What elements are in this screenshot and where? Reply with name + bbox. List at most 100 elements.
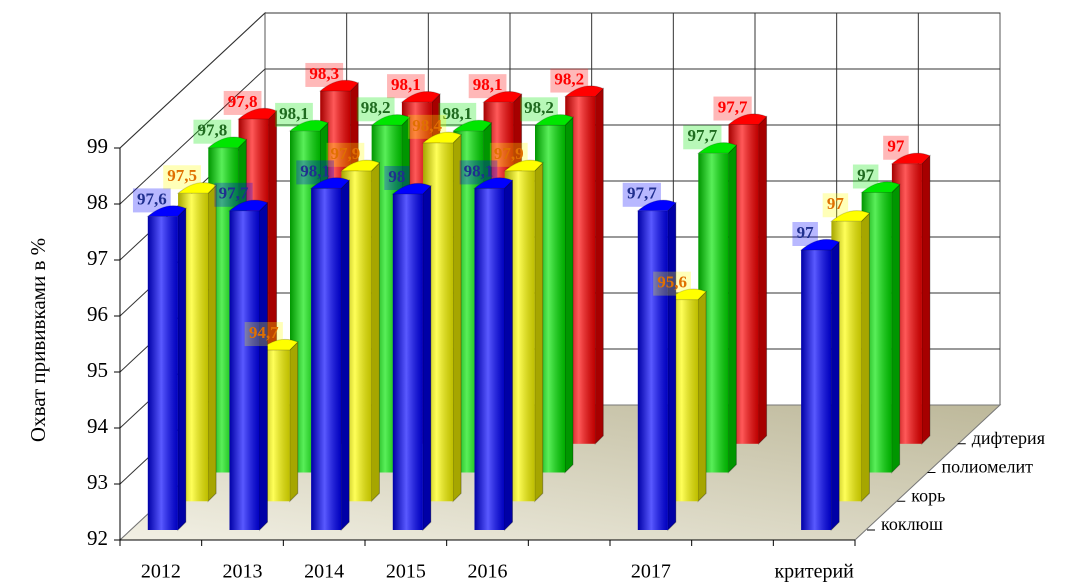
bar-side-shade <box>891 184 900 473</box>
bar-side-shade <box>177 208 186 530</box>
value-label: 97,7 <box>627 184 657 203</box>
value-label-bg <box>193 119 232 144</box>
bar-side-shade <box>341 180 350 530</box>
value-label: 97,8 <box>228 92 258 111</box>
grid-line <box>119 68 266 205</box>
bar-side-shade <box>289 342 298 502</box>
value-label-bg <box>852 164 879 189</box>
bar-top <box>318 79 360 92</box>
y-axis-title: Охват прививками в % <box>26 238 50 442</box>
value-label-bg <box>407 114 447 139</box>
y-tick-label: 95 <box>87 358 108 382</box>
bar-top <box>503 159 544 172</box>
value-label: 98,1 <box>391 75 421 94</box>
bar-shade <box>229 210 260 531</box>
x-tick-label: критерий <box>774 561 854 583</box>
value-label: 97,8 <box>197 121 227 140</box>
bar-top <box>288 119 329 132</box>
value-label: 94,7 <box>249 323 279 342</box>
bar-top <box>237 107 278 120</box>
x-tick-label: 2015 <box>386 561 426 583</box>
value-label: 98,1 <box>473 75 503 94</box>
value-label: 98,1 <box>442 104 472 123</box>
value-label-bg <box>223 90 262 115</box>
grid-line <box>119 12 266 149</box>
value-label-bg <box>438 102 477 127</box>
bar-top <box>421 131 462 144</box>
y-tick-label: 96 <box>87 302 108 326</box>
x-tick-label: 2012 <box>141 561 181 583</box>
bar-top <box>860 181 901 193</box>
value-label: 97,5 <box>167 166 197 185</box>
bar-top <box>696 142 738 154</box>
value-label: 98,1 <box>464 161 494 180</box>
legend-label: корь <box>911 485 945 505</box>
y-tick-label: 99 <box>87 134 108 158</box>
y-tick-label: 98 <box>87 190 108 214</box>
x-tick-label: 2013 <box>223 561 263 583</box>
value-label: 97 <box>827 194 845 213</box>
bar-top <box>799 238 841 251</box>
x-tick-label: 2014 <box>304 561 344 583</box>
value-label-bg <box>296 160 335 185</box>
bar-side-shade <box>534 162 543 502</box>
bar-shade <box>392 194 423 530</box>
value-label-bg <box>214 182 253 207</box>
y-tick-label: 93 <box>87 470 108 494</box>
bar-shade <box>637 210 668 531</box>
bar-side-shade <box>422 186 431 530</box>
value-label-bg <box>883 135 909 160</box>
value-label-bg <box>550 68 589 93</box>
value-label-bg <box>305 62 344 87</box>
bar-side-shade <box>595 88 604 444</box>
bar-side-shade <box>831 242 840 530</box>
value-label-bg <box>520 97 558 122</box>
value-label: 97,7 <box>718 97 748 116</box>
y-tick-label: 92 <box>87 526 108 550</box>
bar-side-shade <box>259 202 268 531</box>
value-label: 97,9 <box>494 144 524 163</box>
bar-top <box>830 210 871 222</box>
value-label: 98,1 <box>279 104 309 123</box>
value-label-bg <box>622 182 661 207</box>
bar-side-shade <box>728 145 737 473</box>
value-label: 97,7 <box>219 184 249 203</box>
value-label: 97 <box>797 223 815 242</box>
bar-shade <box>801 250 832 530</box>
value-label-bg <box>489 142 528 167</box>
bar-top <box>228 199 269 212</box>
value-label-bg <box>822 193 849 218</box>
value-label: 97 <box>857 165 875 184</box>
legend-label: дифтерия <box>972 428 1045 448</box>
value-label: 95,6 <box>657 273 687 292</box>
value-label: 98,1 <box>300 161 330 180</box>
bar-side-shade <box>371 162 380 502</box>
value-label-bg <box>387 74 425 99</box>
bar-top <box>391 182 432 195</box>
bar-side-shade <box>861 213 870 502</box>
value-label-bg <box>326 142 365 167</box>
value-label-bg <box>713 96 752 121</box>
value-label-bg <box>792 222 818 246</box>
value-label: 97,9 <box>331 144 361 163</box>
value-label: 98 <box>388 167 405 186</box>
bar-top <box>309 177 351 189</box>
bar-top <box>146 205 187 217</box>
bar-top <box>533 114 574 126</box>
legend-label: коклюш <box>881 514 943 534</box>
bar-shade <box>311 188 342 530</box>
bar-side-shade <box>504 180 513 530</box>
bar-side-shade <box>208 185 217 502</box>
y-tick-label: 97 <box>87 246 108 270</box>
value-label-bg <box>356 97 395 122</box>
value-label: 97 <box>887 137 905 156</box>
bar-side-shade <box>453 134 462 502</box>
legend-label: полиомелит <box>942 457 1034 477</box>
bar-top <box>340 159 381 172</box>
value-label-bg <box>683 125 722 150</box>
bar-top <box>473 177 514 189</box>
value-label-bg <box>244 322 283 347</box>
value-label: 97,7 <box>687 126 717 145</box>
bar-top <box>727 113 768 126</box>
bar-top <box>206 136 248 149</box>
